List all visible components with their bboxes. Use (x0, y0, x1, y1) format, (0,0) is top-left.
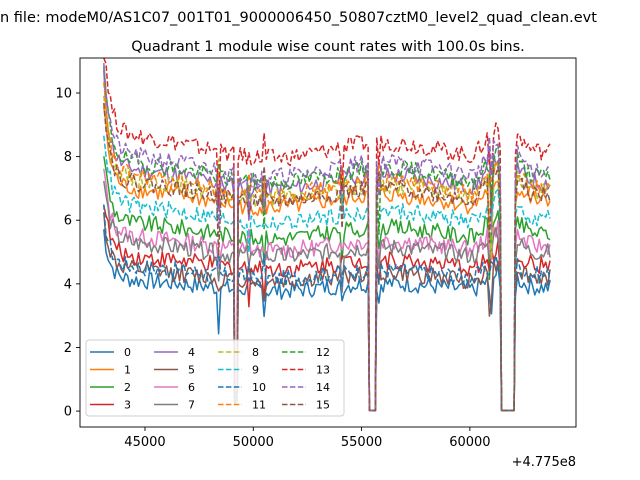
legend-label-13: 13 (316, 364, 330, 377)
axes-frame (79, 57, 577, 428)
legend-label-3: 3 (124, 399, 131, 412)
series-line-6 (103, 168, 551, 412)
y-tick-label: 0 (64, 405, 72, 420)
series-line-13 (103, 57, 551, 412)
legend-label-12: 12 (316, 346, 330, 359)
series-line-14 (103, 63, 551, 412)
legend-label-2: 2 (124, 381, 131, 394)
y-tick-label: 8 (64, 150, 72, 165)
series-line-9 (103, 135, 551, 412)
legend-label-8: 8 (252, 346, 259, 359)
x-tick-label: 55000 (341, 435, 382, 450)
legend-frame (85, 339, 345, 417)
x-tick-label: 45000 (124, 435, 165, 450)
legend-label-14: 14 (316, 381, 330, 394)
legend-label-11: 11 (252, 399, 266, 412)
x-tick-label: 50000 (233, 435, 274, 450)
chart-title: Quadrant 1 module wise count rates with … (131, 39, 525, 55)
y-tick-label: 10 (55, 86, 72, 101)
legend-label-7: 7 (188, 399, 195, 412)
legend-label-15: 15 (316, 399, 330, 412)
y-tick-label: 6 (64, 214, 72, 229)
series-layer (103, 57, 551, 412)
legend-label-1: 1 (124, 364, 131, 377)
series-line-2 (103, 156, 551, 412)
series-line-7 (103, 180, 551, 412)
legend-label-4: 4 (188, 346, 195, 359)
x-axis: 45000 50000 55000 60000 (124, 427, 491, 450)
y-tick-label: 4 (64, 277, 72, 292)
x-tick-label: 60000 (449, 435, 490, 450)
legend-label-0: 0 (124, 346, 131, 359)
series-line-11 (103, 82, 551, 412)
legend-label-9: 9 (252, 364, 259, 377)
legend-label-5: 5 (188, 364, 195, 377)
series-line-15 (103, 102, 551, 412)
legend-label-10: 10 (252, 381, 266, 394)
y-axis: 0 2 4 6 8 10 (55, 86, 80, 420)
series-line-10 (103, 204, 551, 412)
legend-label-6: 6 (188, 381, 195, 394)
x-offset-label: +4.775e8 (512, 455, 576, 470)
y-tick-label: 2 (64, 341, 72, 356)
figure-suptitle: n file: modeM0/AS1C07_001T01_9000006450_… (0, 10, 597, 26)
